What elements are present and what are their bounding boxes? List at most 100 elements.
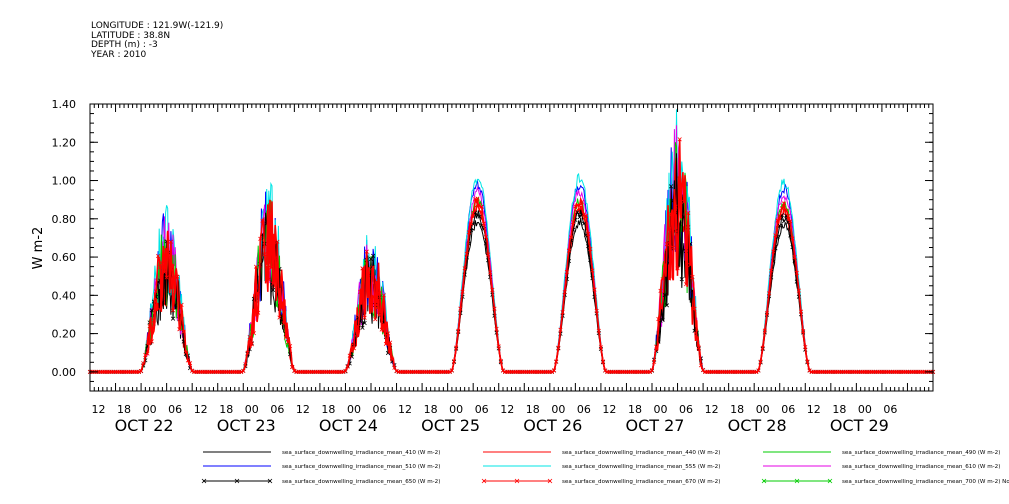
series-marker	[245, 350, 250, 355]
x-date-label: OCT 24	[319, 416, 378, 435]
legend-marker	[794, 478, 800, 484]
series-marker	[454, 345, 459, 350]
series-marker	[583, 213, 589, 218]
y-tick-label: 0.80	[52, 213, 77, 226]
series-marker	[571, 219, 576, 225]
series-marker	[471, 211, 476, 216]
x-hour-label: 12	[92, 403, 106, 416]
series-marker	[285, 340, 291, 345]
series-marker	[688, 262, 693, 268]
series-marker	[775, 218, 780, 223]
series-marker	[170, 308, 176, 313]
series-marker	[786, 214, 791, 219]
series-marker	[788, 219, 793, 224]
series-marker	[279, 305, 284, 311]
series-marker	[666, 227, 672, 232]
series-marker	[652, 359, 657, 364]
series-marker	[260, 218, 265, 223]
series-marker	[698, 363, 704, 368]
series-marker	[268, 265, 274, 270]
legend-marker	[267, 478, 273, 484]
series-marker	[162, 270, 167, 275]
series-marker	[696, 345, 701, 350]
series-marker	[266, 277, 271, 282]
series-marker	[671, 245, 676, 250]
series-marker	[375, 298, 380, 303]
y-axis-label: W m-2	[31, 227, 46, 270]
x-date-label: OCT 28	[728, 416, 787, 435]
series-marker	[458, 306, 463, 311]
series-marker	[694, 336, 699, 342]
series-marker	[343, 368, 348, 373]
series-marker	[251, 331, 256, 336]
header-year: YEAR : 2010	[91, 49, 147, 60]
series-marker	[364, 249, 369, 254]
x-hour-label: 00	[858, 403, 872, 416]
series-marker	[349, 354, 354, 359]
y-tick-label: 0.60	[52, 251, 77, 264]
legend-label: sea_surface_downwelling_irradiance_mean_…	[842, 450, 1000, 456]
series-marker	[577, 215, 582, 220]
y-tick-label: 1.00	[52, 175, 77, 188]
x-hour-label: 00	[756, 403, 770, 416]
series-marker	[490, 287, 495, 292]
series-marker	[258, 236, 263, 241]
series-marker	[569, 235, 574, 240]
series-marker	[371, 253, 376, 258]
series-marker	[807, 368, 812, 373]
series-marker	[456, 328, 461, 333]
series-marker	[273, 255, 278, 261]
series-marker	[388, 340, 393, 345]
series-marker	[249, 342, 254, 347]
series-marker	[792, 255, 797, 260]
series-marker	[662, 262, 667, 267]
series-marker	[581, 221, 586, 226]
series-marker	[692, 306, 697, 311]
series-marker	[781, 219, 787, 224]
series-marker	[479, 204, 484, 209]
series-marker	[554, 359, 559, 364]
series-marker	[588, 246, 593, 252]
series-marker	[771, 249, 776, 254]
series-marker	[187, 361, 193, 366]
series-marker	[762, 328, 767, 333]
series-marker	[754, 369, 759, 374]
series-marker	[798, 309, 804, 314]
plot-lines	[87, 109, 936, 374]
series-marker	[270, 281, 276, 286]
series-marker	[381, 293, 386, 298]
legend: sea_surface_downwelling_irradiance_mean_…	[201, 450, 1009, 485]
x-date-label: OCT 25	[421, 416, 480, 435]
series-marker	[677, 137, 682, 142]
series-marker	[492, 306, 497, 311]
series-marker	[183, 350, 188, 355]
series-marker	[460, 289, 465, 294]
series-marker	[158, 265, 163, 270]
series-marker	[190, 368, 195, 373]
series-marker	[390, 357, 395, 362]
series-line	[90, 109, 933, 373]
legend-label: sea_surface_downwelling_irradiance_mean_…	[282, 479, 440, 485]
series-marker	[360, 266, 365, 271]
x-hour-label: 06	[883, 403, 897, 416]
x-date-label: OCT 22	[115, 416, 174, 435]
series-marker	[136, 369, 142, 374]
x-hour-label: 18	[526, 403, 540, 416]
series-marker	[669, 184, 674, 189]
series-marker	[281, 321, 286, 326]
series-marker	[781, 201, 787, 206]
series-marker	[149, 339, 154, 344]
legend-marker	[761, 478, 767, 484]
series-marker	[803, 345, 808, 350]
series-marker	[675, 266, 680, 271]
series-marker	[358, 289, 363, 294]
series-marker	[679, 277, 684, 282]
x-hour-label: 12	[194, 403, 208, 416]
series-line	[90, 157, 933, 373]
legend-label: sea_surface_downwelling_irradiance_mean_…	[282, 450, 440, 456]
series-marker	[475, 196, 480, 201]
series-marker	[147, 324, 152, 329]
series-marker	[345, 364, 350, 369]
series-marker	[649, 368, 655, 373]
